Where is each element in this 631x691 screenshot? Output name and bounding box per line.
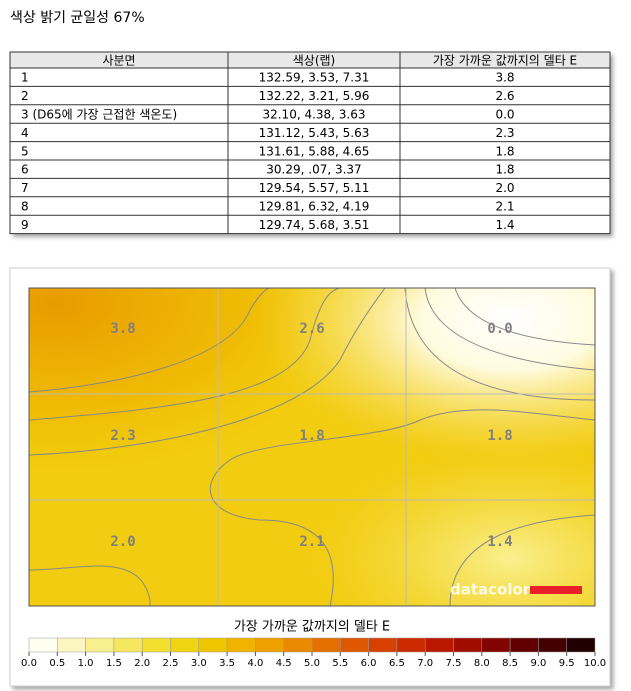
cell: 5 [21, 144, 29, 158]
swatch [481, 637, 511, 653]
heatmap: datacolor 3.8 2.6 0.0 2.3 1.8 1.8 2.0 2.1 1.4 [28, 287, 596, 607]
header-bg [10, 52, 610, 68]
tick-label: 3.5 [219, 658, 235, 669]
swatch [538, 637, 567, 653]
cell-value: 1.8 [487, 428, 512, 444]
cell: 1.8 [495, 163, 514, 177]
cell-value: 2.1 [299, 534, 324, 550]
cell-value: 1.4 [487, 534, 512, 550]
logo: datacolor [450, 581, 531, 599]
tick-label: 6.5 [389, 658, 405, 669]
cell-value: 2.6 [299, 321, 324, 337]
tick-label: 4.0 [247, 658, 263, 669]
swatch [283, 637, 313, 653]
cell: 30.29, .07, 3.37 [266, 163, 361, 177]
tick-label: 3.0 [191, 658, 207, 669]
tick-label: 1.5 [106, 658, 122, 669]
cell: 1.4 [495, 218, 514, 232]
cell: 131.12, 5.43, 5.63 [259, 126, 370, 140]
tick-label: 9.5 [559, 658, 575, 669]
title: 색상 밝기 균일성 67% [10, 10, 145, 26]
tick-label: 5.0 [304, 658, 320, 669]
tick-label: 4.5 [276, 658, 292, 669]
colorbar: 0.0 0.5 1.0 1.5 2.0 2.5 3.0 3.5 4.0 4.5 5.0 5.5 6.0 6… [21, 637, 606, 669]
cell: 132.22, 3.21, 5.96 [259, 89, 370, 103]
cell: 129.54, 5.57, 5.11 [259, 181, 370, 195]
tick-label: 2.5 [163, 658, 179, 669]
tick-label: 9.0 [530, 658, 546, 669]
swatch [113, 637, 143, 653]
swatch [226, 637, 256, 653]
swatch [453, 637, 483, 653]
cell: 2 [21, 89, 29, 103]
cell: 6 [21, 163, 29, 177]
tick-label: 2.0 [134, 658, 150, 669]
cell: 0.0 [495, 108, 514, 122]
tick-label: 5.5 [332, 658, 348, 669]
cell: 1.8 [495, 144, 514, 158]
swatch [57, 637, 86, 653]
tick-label: 7.5 [446, 658, 462, 669]
cell-value: 1.8 [299, 428, 324, 444]
tick-label: 8.5 [502, 658, 518, 669]
table: 사분면 색상(랩) 가장 가까운 값까지의 델타 E 1 132.59, 3.53, 7… [9, 51, 611, 235]
swatch [509, 637, 539, 653]
cell: 9 [21, 218, 29, 232]
tick-label: 7.0 [417, 658, 433, 669]
swatch [566, 637, 596, 653]
cell: 129.74, 5.68, 3.51 [259, 218, 370, 232]
cell-value: 3.8 [110, 321, 135, 337]
swatch [396, 637, 426, 653]
tick-label: 0.0 [21, 658, 37, 669]
tick-label: 8.0 [474, 658, 490, 669]
column-header: 가장 가까운 값까지의 델타 E [433, 54, 577, 68]
swatch [170, 637, 200, 653]
tick-label: 10.0 [584, 658, 606, 669]
cell: 3.8 [495, 71, 514, 85]
cell: 2.0 [495, 181, 514, 195]
table-border [9, 51, 611, 235]
column-header: 사분면 [102, 54, 135, 68]
cell: 32.10, 4.38, 3.63 [262, 108, 365, 122]
cell: 1 [21, 71, 29, 85]
cell: 4 [21, 126, 29, 140]
swatch [368, 637, 398, 653]
swatch [85, 637, 115, 653]
swatch [340, 637, 369, 653]
cell: 132.59, 3.53, 7.31 [259, 71, 370, 85]
cell-value: 2.0 [110, 534, 135, 550]
tick-label: 1.0 [78, 658, 94, 669]
tick-label: 0.5 [49, 658, 65, 669]
swatch [255, 637, 284, 653]
cell: 131.61, 5.88, 4.65 [259, 144, 370, 158]
column-header: 색상(랩) [293, 54, 335, 68]
cell: 129.81, 6.32, 4.19 [259, 200, 370, 214]
cell: 7 [21, 181, 29, 195]
cell: 2.3 [495, 126, 514, 140]
tick-label: 6.0 [361, 658, 377, 669]
swatch [198, 637, 228, 653]
table-shadow [10, 52, 610, 234]
swatch [311, 637, 341, 653]
cell: 2.1 [495, 200, 514, 214]
cell: 8 [21, 200, 29, 214]
cell: 2.6 [495, 89, 514, 103]
swatch [424, 637, 454, 653]
cell-value: 2.3 [110, 428, 135, 444]
swatch [141, 637, 171, 653]
cell-value: 0.0 [487, 321, 512, 337]
swatch [28, 637, 58, 653]
legend-title: 가장 가까운 값까지의 델타 E [234, 620, 390, 635]
cell: 3 (D65에 가장 근접한 색온도) [21, 108, 177, 122]
